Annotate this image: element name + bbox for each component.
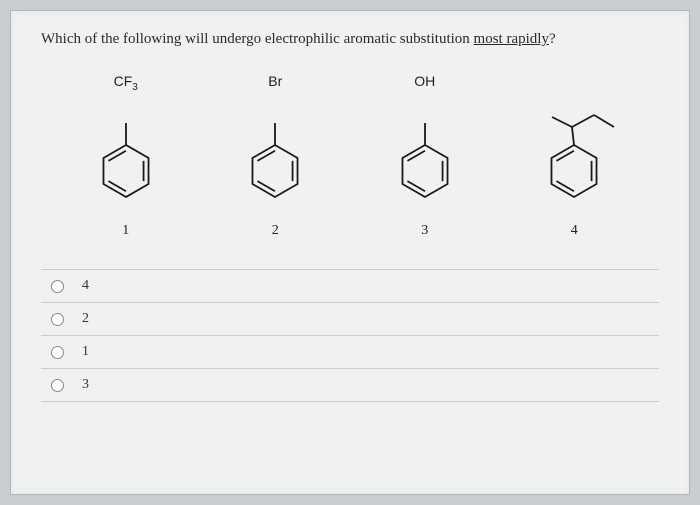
radio-icon[interactable] bbox=[51, 280, 64, 293]
molecule-4: 4 bbox=[524, 73, 624, 239]
question-prefix: Which of the following will undergo elec… bbox=[41, 31, 474, 47]
molecule-1: CF3 1 bbox=[76, 73, 176, 239]
radio-icon[interactable] bbox=[51, 346, 64, 359]
benzene-ring bbox=[524, 93, 624, 218]
option-label: 4 bbox=[82, 278, 89, 294]
radio-icon[interactable] bbox=[51, 379, 64, 392]
substituent-label: OH bbox=[414, 73, 435, 91]
option-row[interactable]: 1 bbox=[41, 336, 659, 369]
options-list: 4 2 1 3 bbox=[41, 269, 659, 402]
benzene-ring bbox=[375, 93, 475, 218]
molecule-number: 3 bbox=[421, 223, 428, 239]
option-row[interactable]: 4 bbox=[41, 270, 659, 303]
molecule-3: OH 3 bbox=[375, 73, 475, 239]
molecule-number: 1 bbox=[122, 223, 129, 239]
molecule-number: 4 bbox=[571, 223, 578, 239]
question-suffix: ? bbox=[549, 31, 556, 47]
option-label: 2 bbox=[82, 311, 89, 327]
radio-icon[interactable] bbox=[51, 313, 64, 326]
question-text: Which of the following will undergo elec… bbox=[41, 31, 659, 48]
benzene-ring bbox=[76, 93, 176, 218]
molecule-2: Br 2 bbox=[225, 73, 325, 239]
substituent-label: Br bbox=[268, 73, 282, 91]
structures-row: CF3 1 Br 2 OH 3 4 bbox=[41, 73, 659, 239]
molecule-number: 2 bbox=[272, 223, 279, 239]
question-emphasis: most rapidly bbox=[474, 31, 549, 47]
benzene-ring bbox=[225, 93, 325, 218]
question-card: Which of the following will undergo elec… bbox=[10, 10, 690, 495]
option-row[interactable]: 3 bbox=[41, 369, 659, 402]
substituent-label: CF3 bbox=[114, 73, 138, 91]
option-row[interactable]: 2 bbox=[41, 303, 659, 336]
option-label: 3 bbox=[82, 377, 89, 393]
option-label: 1 bbox=[82, 344, 89, 360]
